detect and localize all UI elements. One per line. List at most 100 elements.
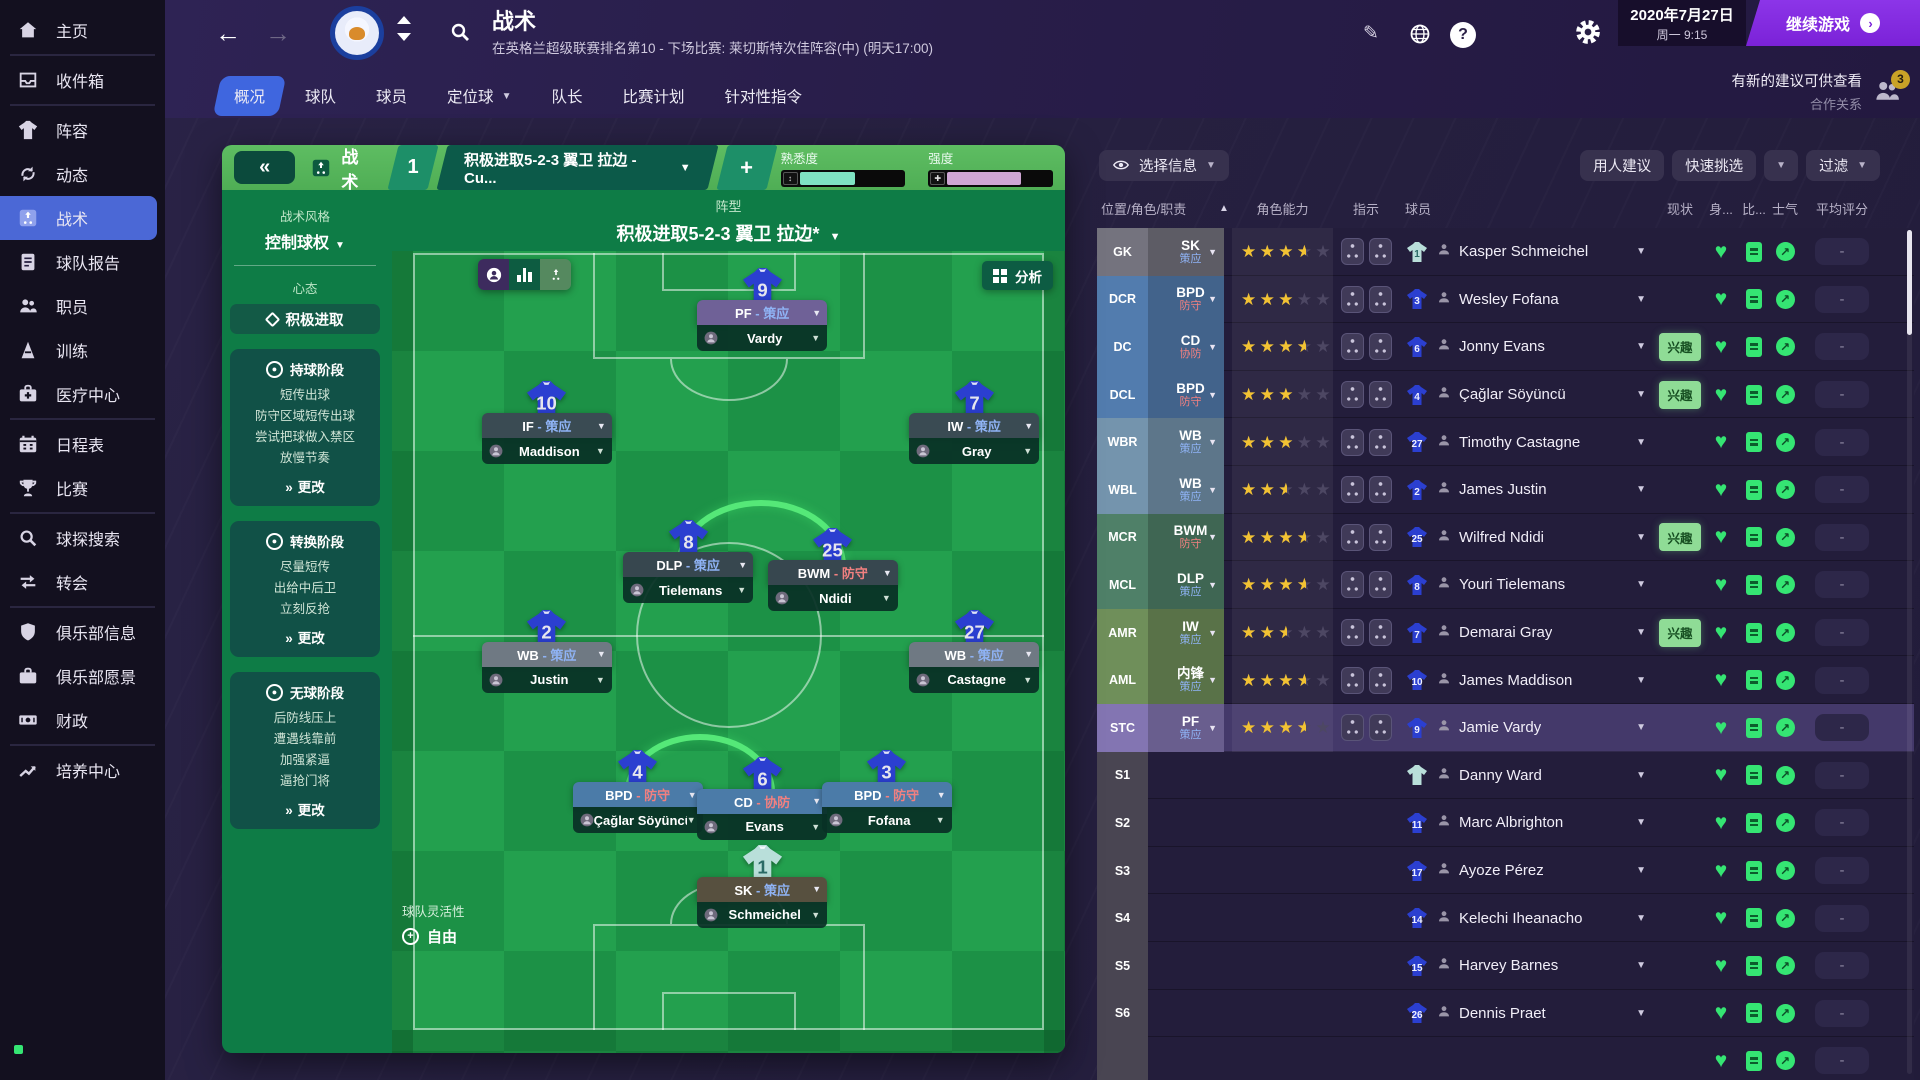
sidebar-item-trophy[interactable]: 比赛 <box>0 466 165 510</box>
table-row[interactable]: ▼ 兴趣 ♥ ↗ - <box>1097 1037 1914 1080</box>
player-instructions-icon[interactable] <box>1340 238 1364 266</box>
col-role-ability[interactable]: 角色能力 <box>1256 201 1309 217</box>
player-name-dropdown[interactable]: Fofana ▼ <box>821 807 952 834</box>
player-role-dropdown[interactable]: PF - 策应 ▼ <box>697 300 828 326</box>
instruction-icons[interactable] <box>1333 847 1399 895</box>
table-row[interactable]: STC PF 策应 ▼ ★★★★★★★★★★ 9 Jamie Vardy ▼ 兴… <box>1097 703 1914 752</box>
instruction-icons[interactable] <box>1333 466 1399 514</box>
player-cell[interactable]: 4 Çağlar Söyüncü ▼ <box>1399 371 1656 419</box>
instruction-icons[interactable] <box>1333 894 1399 942</box>
collapse-chevrons-icon[interactable] <box>397 16 411 41</box>
quick-pick-button[interactable]: 快速挑选 <box>1672 149 1757 181</box>
table-row[interactable]: AMR IW 策应 ▼ ★★★★★★★★★★ 7 Demarai Gray ▼ … <box>1097 608 1914 657</box>
filter-button[interactable]: 过滤 ▼ <box>1806 149 1880 181</box>
player-instructions-icon[interactable] <box>1340 619 1364 647</box>
player-cell[interactable]: 27 Timothy Castagne ▼ <box>1399 418 1656 466</box>
sidebar-item-tactics[interactable]: 战术 <box>0 196 157 240</box>
player-instructions-icon[interactable] <box>1340 428 1364 456</box>
sidebar-item-search[interactable]: 球探搜索 <box>0 516 165 560</box>
position-cell[interactable]: S2 <box>1097 799 1148 847</box>
col-condition[interactable]: 身... <box>1709 201 1733 217</box>
sidebar-item-medical[interactable]: 医疗中心 <box>0 372 165 416</box>
tactic-name-dropdown[interactable]: 积极进取5-2-3 翼卫 拉边 - Cu... ▼ <box>442 145 713 190</box>
change-button[interactable]: » 更改 <box>285 480 325 495</box>
player-name-dropdown[interactable]: Çağlar Söyüncü ▼ <box>572 807 703 834</box>
col-instructions[interactable]: 指示 <box>1352 201 1379 217</box>
tab-针对性指令[interactable]: 针对性指令 <box>724 89 803 106</box>
pitch-player-Fofana[interactable]: 3 BPD - 防守 ▼ Fofana ▼ <box>821 748 953 834</box>
player-cell[interactable]: 6 Jonny Evans ▼ <box>1399 323 1656 371</box>
role-cell[interactable] <box>1148 942 1224 990</box>
role-cell[interactable]: BWM 防守 ▼ <box>1148 513 1224 562</box>
player-cell[interactable]: 2 James Justin ▼ <box>1399 466 1656 514</box>
individual-training-icon[interactable] <box>1368 666 1392 694</box>
role-cell[interactable]: CD 协防 ▼ <box>1148 323 1224 371</box>
change-button[interactable]: » 更改 <box>285 803 325 818</box>
sidebar-item-briefcase[interactable]: 俱乐部愿景 <box>0 654 165 698</box>
position-cell[interactable] <box>1097 1037 1148 1080</box>
table-row[interactable]: DCL BPD 防守 ▼ ★★★★★★★★★★ 4 Çağlar Söyüncü… <box>1097 370 1914 419</box>
individual-training-icon[interactable] <box>1368 523 1392 551</box>
player-role-dropdown[interactable]: CD - 协防 ▼ <box>697 788 828 814</box>
tactic-slot-tab[interactable]: 1 <box>393 145 433 190</box>
player-cell[interactable]: ▼ <box>1399 1037 1656 1080</box>
position-cell[interactable]: DCR <box>1097 275 1148 324</box>
table-row[interactable]: S2 11 Marc Albrighton ▼ 兴趣 ♥ ↗ - <box>1097 799 1914 847</box>
help-icon[interactable]: ? <box>1450 22 1476 48</box>
instruction-icons[interactable] <box>1333 990 1399 1038</box>
position-cell[interactable]: MCR <box>1097 513 1148 562</box>
back-arrow-icon[interactable]: ← <box>215 18 241 48</box>
player-instructions-icon[interactable] <box>1340 476 1364 504</box>
instruction-icons[interactable] <box>1333 609 1399 657</box>
position-cell[interactable]: WBL <box>1097 465 1148 514</box>
role-cell[interactable]: WB 策应 ▼ <box>1148 465 1224 514</box>
instruction-icons[interactable] <box>1333 942 1399 990</box>
sidebar-item-staff[interactable]: 职员 <box>0 284 165 328</box>
tab-overview[interactable]: 概况 <box>217 76 282 116</box>
pitch-player-Çağlar Söyüncü[interactable]: 4 BPD - 防守 ▼ Çağlar Söyüncü ▼ <box>572 748 704 834</box>
player-instructions-icon[interactable] <box>1340 571 1364 599</box>
player-name-dropdown[interactable]: Tielemans ▼ <box>623 577 754 604</box>
tab-球队[interactable]: 球队 <box>305 89 337 106</box>
player-cell[interactable]: 8 Youri Tielemans ▼ <box>1399 561 1656 609</box>
player-cell[interactable]: 26 Dennis Praet ▼ <box>1399 990 1656 1038</box>
table-row[interactable]: S5 15 Harvey Barnes ▼ 兴趣 ♥ ↗ - <box>1097 941 1914 990</box>
staffing-advice-button[interactable]: 用人建议 <box>1580 149 1665 181</box>
instruction-icons[interactable] <box>1333 561 1399 609</box>
instruction-icons[interactable] <box>1333 514 1399 562</box>
player-cell[interactable]: 17 Ayoze Pérez ▼ <box>1399 847 1656 895</box>
player-cell[interactable]: 3 Wesley Fofana ▼ <box>1399 276 1656 324</box>
player-name-dropdown[interactable]: Vardy ▼ <box>697 325 828 352</box>
col-player[interactable]: 球员 <box>1405 201 1432 217</box>
mentality-selector[interactable]: 积极进取 <box>230 304 380 334</box>
individual-training-icon[interactable] <box>1368 476 1392 504</box>
club-crest[interactable] <box>330 6 384 60</box>
position-cell[interactable]: MCL <box>1097 561 1148 609</box>
analysis-button[interactable]: 分析 <box>982 261 1053 290</box>
instruction-icons[interactable] <box>1333 323 1399 371</box>
instruction-icons[interactable] <box>1333 371 1399 419</box>
position-cell[interactable]: S6 <box>1097 989 1148 1038</box>
instruction-icons[interactable] <box>1333 656 1399 704</box>
player-role-dropdown[interactable]: SK - 策应 ▼ <box>697 876 828 902</box>
position-cell[interactable]: GK <box>1097 228 1148 276</box>
player-instructions-icon[interactable] <box>1340 714 1364 742</box>
col-morale[interactable]: 士气 <box>1771 201 1798 217</box>
formation-dropdown[interactable]: 积极进取5-2-3 翼卫 拉边* ▼ <box>392 220 1065 246</box>
player-role-dropdown[interactable]: IW - 策应 ▼ <box>909 413 1040 439</box>
instruction-icons[interactable] <box>1333 752 1399 800</box>
individual-training-icon[interactable] <box>1368 714 1392 742</box>
sidebar-item-training[interactable]: 训练 <box>0 328 165 372</box>
player-instructions-icon[interactable] <box>1340 285 1364 313</box>
edit-pencil-icon[interactable]: ✎ <box>1363 23 1379 44</box>
position-cell[interactable]: S4 <box>1097 894 1148 942</box>
player-role-dropdown[interactable]: BPD - 防守 ▼ <box>572 782 703 808</box>
sidebar-item-shield[interactable]: 俱乐部信息 <box>0 610 165 654</box>
col-sharpness[interactable]: 比... <box>1742 201 1766 217</box>
instruction-icons[interactable] <box>1333 799 1399 847</box>
table-row[interactable]: S6 26 Dennis Praet ▼ 兴趣 ♥ ↗ - <box>1097 989 1914 1038</box>
table-row[interactable]: GK SK 策应 ▼ ★★★★★★★★★★ 1 Kasper Schmeiche… <box>1097 228 1914 276</box>
instruction-icons[interactable] <box>1333 1037 1399 1080</box>
quick-pick-dropdown[interactable]: ▼ <box>1764 149 1799 181</box>
player-role-dropdown[interactable]: IF - 策应 ▼ <box>481 413 612 439</box>
